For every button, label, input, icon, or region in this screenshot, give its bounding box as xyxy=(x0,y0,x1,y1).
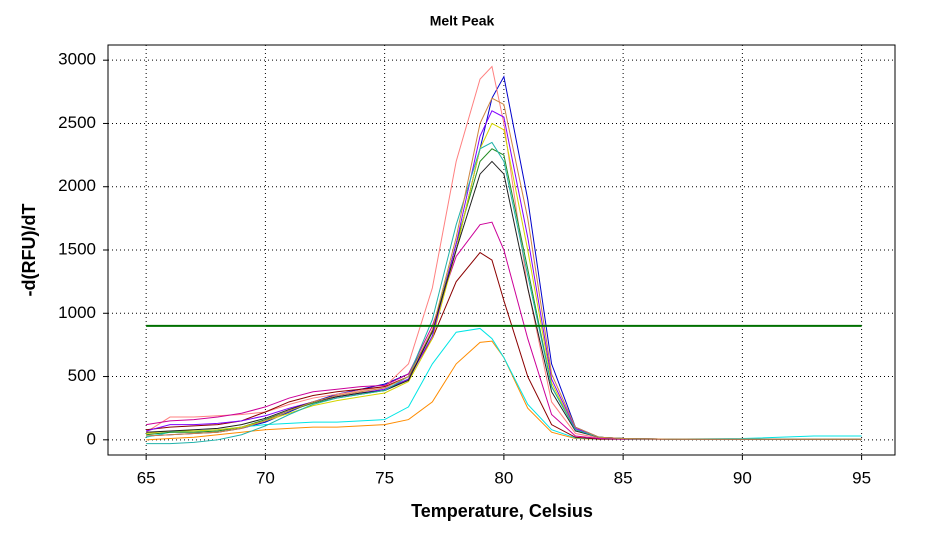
y-tick-label: 500 xyxy=(68,366,96,385)
y-axis-title: -d(RFU)/dT xyxy=(19,204,39,297)
melt-curve xyxy=(146,221,862,440)
plot-frame xyxy=(107,44,896,456)
x-tick-label: 90 xyxy=(733,468,752,487)
x-tick-label: 70 xyxy=(256,468,275,487)
y-tick-label: 0 xyxy=(87,429,96,448)
melt-curve xyxy=(146,97,862,440)
y-tick-label: 2500 xyxy=(58,113,96,132)
x-tick-label: 75 xyxy=(375,468,394,487)
x-tick-label: 85 xyxy=(614,468,633,487)
x-tick-label: 80 xyxy=(494,468,513,487)
x-tick-label: 65 xyxy=(137,468,156,487)
y-tick-label: 1500 xyxy=(58,239,96,258)
melt-curve xyxy=(145,65,862,440)
x-tick-label: 95 xyxy=(852,468,871,487)
x-axis-title: Temperature, Celsius xyxy=(411,501,593,521)
y-tick-label: 2000 xyxy=(58,176,96,195)
y-tick-label: 1000 xyxy=(58,303,96,322)
y-tick-label: 3000 xyxy=(58,50,96,69)
chart-title: Melt Peak xyxy=(430,13,495,29)
